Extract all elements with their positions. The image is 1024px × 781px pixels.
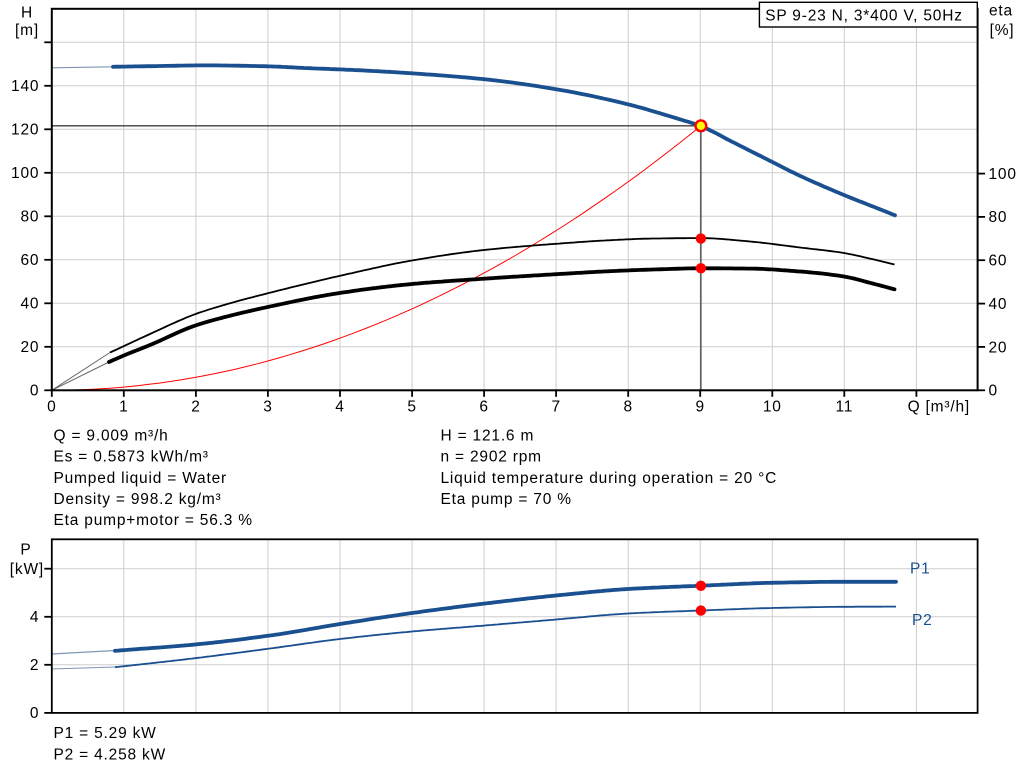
svg-text:0: 0 <box>30 705 39 722</box>
svg-text:60: 60 <box>989 253 1008 270</box>
svg-text:Es = 0.5873 kWh/m³: Es = 0.5873 kWh/m³ <box>54 449 209 466</box>
svg-text:SP 9-23 N, 3*400 V, 50Hz: SP 9-23 N, 3*400 V, 50Hz <box>765 7 963 24</box>
svg-text:9: 9 <box>696 399 705 416</box>
svg-text:4: 4 <box>30 609 39 626</box>
svg-text:140: 140 <box>11 78 39 95</box>
svg-text:80: 80 <box>989 209 1008 226</box>
svg-text:40: 40 <box>20 296 39 313</box>
svg-text:Liquid temperature during oper: Liquid temperature during operation = 20… <box>441 470 778 487</box>
svg-text:20: 20 <box>989 339 1008 356</box>
svg-text:10: 10 <box>763 399 782 416</box>
svg-text:Q = 9.009 m³/h: Q = 9.009 m³/h <box>54 427 169 444</box>
svg-text:60: 60 <box>20 252 39 269</box>
svg-text:1: 1 <box>119 399 128 416</box>
svg-text:Q [m³/h]: Q [m³/h] <box>908 399 970 416</box>
svg-text:Density = 998.2 kg/m³: Density = 998.2 kg/m³ <box>54 491 222 508</box>
svg-text:2: 2 <box>191 399 200 416</box>
svg-text:120: 120 <box>11 122 39 139</box>
svg-text:100: 100 <box>989 166 1017 183</box>
svg-text:P2: P2 <box>912 612 933 629</box>
svg-text:[m]: [m] <box>15 22 39 39</box>
svg-text:0: 0 <box>989 383 998 400</box>
svg-text:20: 20 <box>20 339 39 356</box>
svg-text:P: P <box>20 542 31 559</box>
svg-text:n = 2902 rpm: n = 2902 rpm <box>441 449 542 466</box>
svg-text:5: 5 <box>407 399 416 416</box>
svg-text:Pumped liquid = Water: Pumped liquid = Water <box>54 470 227 487</box>
svg-text:Eta pump = 70 %: Eta pump = 70 % <box>441 491 572 508</box>
svg-text:11: 11 <box>835 399 853 416</box>
svg-text:H = 121.6 m: H = 121.6 m <box>441 427 535 444</box>
svg-text:eta: eta <box>989 3 1013 20</box>
svg-text:P1 = 5.29 kW: P1 = 5.29 kW <box>54 725 157 742</box>
svg-text:7: 7 <box>551 399 560 416</box>
svg-text:0: 0 <box>30 383 39 400</box>
svg-text:40: 40 <box>989 296 1008 313</box>
svg-text:0: 0 <box>47 399 56 416</box>
svg-text:H: H <box>21 5 33 22</box>
svg-text:[%]: [%] <box>990 22 1015 39</box>
svg-text:P1: P1 <box>910 561 931 578</box>
svg-text:3: 3 <box>263 399 272 416</box>
svg-text:P2 = 4.258 kW: P2 = 4.258 kW <box>54 746 167 763</box>
svg-text:[kW]: [kW] <box>10 561 44 578</box>
svg-text:6: 6 <box>479 399 488 416</box>
svg-text:100: 100 <box>11 165 39 182</box>
svg-text:2: 2 <box>30 657 39 674</box>
svg-text:8: 8 <box>623 399 632 416</box>
svg-text:Eta pump+motor = 56.3 %: Eta pump+motor = 56.3 % <box>54 512 253 529</box>
svg-text:80: 80 <box>20 209 39 226</box>
svg-text:4: 4 <box>335 399 344 416</box>
